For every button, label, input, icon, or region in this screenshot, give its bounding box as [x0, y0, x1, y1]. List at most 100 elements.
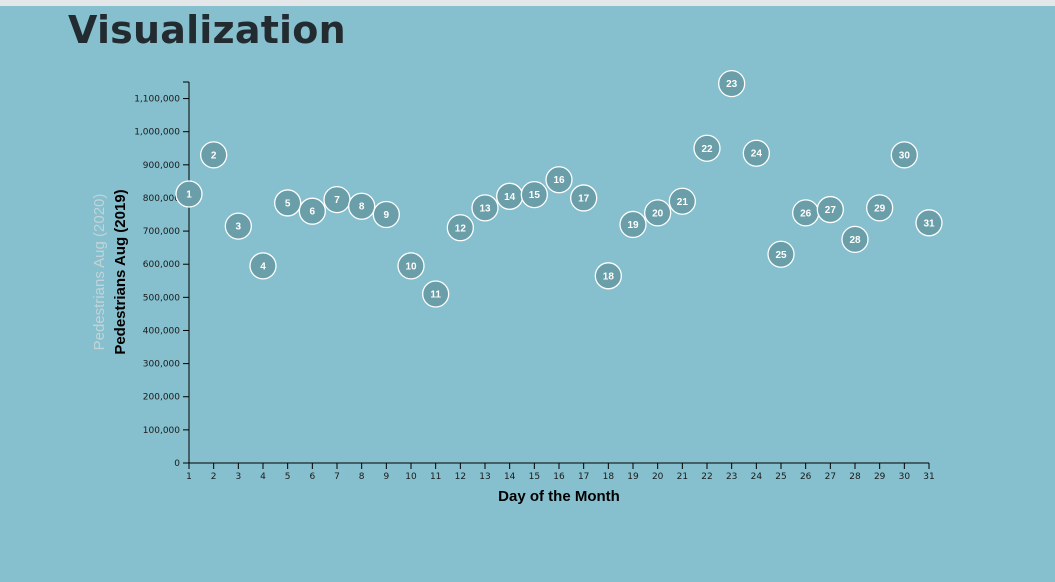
data-point[interactable]: [668, 187, 696, 215]
data-point-label: 7: [334, 195, 340, 206]
x-tick-label: 26: [800, 472, 812, 482]
data-point-label: 15: [529, 190, 541, 201]
y-axis-title-2020: Pedestrians Aug (2020): [91, 194, 108, 351]
data-point[interactable]: [348, 192, 376, 220]
y-tick-label: 1,000,000: [134, 128, 180, 138]
data-point[interactable]: [915, 209, 943, 237]
data-point[interactable]: [594, 262, 622, 290]
y-tick-label: 900,000: [143, 161, 180, 171]
x-tick-label: 7: [334, 472, 340, 482]
x-tick-label: 5: [285, 472, 291, 482]
data-point-label: 11: [430, 290, 441, 301]
x-tick-label: 16: [553, 472, 565, 482]
data-point-label: 19: [627, 220, 639, 231]
data-point-label: 13: [479, 203, 491, 214]
y-tick-label: 100,000: [143, 426, 180, 436]
data-point-label: 25: [775, 250, 787, 261]
y-tick-label: 200,000: [143, 393, 180, 403]
y-tick-label: 500,000: [143, 293, 180, 303]
y-tick-label: 800,000: [143, 194, 180, 204]
data-point-label: 18: [603, 271, 615, 282]
data-point[interactable]: [619, 210, 647, 239]
x-tick-label: 17: [578, 472, 589, 482]
data-point-label: 3: [236, 222, 242, 233]
data-point-label: 20: [652, 208, 664, 219]
data-point[interactable]: [866, 194, 894, 222]
data-point[interactable]: [422, 280, 450, 308]
data-point[interactable]: [298, 197, 326, 225]
x-tick-label: 3: [235, 472, 241, 482]
y-axis-title-2019: Pedestrians Aug (2019): [112, 189, 129, 354]
x-tick-label: 1: [186, 472, 192, 482]
data-point[interactable]: [767, 240, 795, 268]
data-point[interactable]: [471, 194, 499, 222]
page-title: Visualization: [68, 8, 346, 52]
data-point-label: 8: [359, 202, 365, 213]
x-tick-label: 21: [677, 472, 688, 482]
data-point[interactable]: [693, 134, 721, 162]
data-point[interactable]: [249, 252, 277, 280]
data-point-label: 26: [800, 208, 812, 219]
data-point-label: 28: [849, 235, 861, 246]
data-point[interactable]: [224, 212, 252, 240]
data-point-label: 24: [751, 149, 763, 160]
y-axis: 0 100,000 200,000 300,000 400,000 500,000 600,…: [134, 81, 190, 469]
data-point-label: 31: [923, 218, 935, 229]
x-tick-label: 4: [260, 472, 266, 482]
data-point-label: 1: [186, 189, 192, 200]
x-tick-label: 13: [479, 472, 490, 482]
data-point[interactable]: [890, 141, 918, 169]
y-tick-label: 300,000: [143, 360, 180, 370]
data-point-label: 10: [405, 261, 417, 272]
data-point-label: 14: [504, 192, 516, 203]
data-point[interactable]: [841, 225, 869, 254]
data-point[interactable]: [570, 184, 598, 212]
data-point[interactable]: [520, 180, 548, 209]
data-point[interactable]: [446, 214, 474, 242]
x-tick-label: 11: [430, 472, 441, 482]
x-tick-label: 24: [751, 472, 763, 482]
x-tick-label: 8: [359, 472, 365, 482]
x-tick-label: 15: [529, 472, 540, 482]
data-point-label: 16: [553, 175, 565, 186]
data-point-label: 30: [899, 150, 911, 161]
data-point[interactable]: [397, 252, 425, 280]
x-tick-label: 28: [849, 472, 861, 482]
data-point[interactable]: [644, 199, 672, 227]
data-point-label: 27: [825, 205, 837, 216]
x-tick-label: 27: [825, 472, 836, 482]
data-point-label: 23: [726, 79, 738, 90]
data-point[interactable]: [175, 180, 203, 208]
data-point[interactable]: [718, 70, 746, 98]
data-point[interactable]: [372, 200, 400, 229]
data-point-label: 4: [260, 261, 266, 272]
x-tick-label: 18: [603, 472, 615, 482]
x-tick-label: 9: [383, 472, 389, 482]
y-tick-label: 700,000: [143, 227, 180, 237]
data-point[interactable]: [545, 166, 573, 194]
y-tick-label: 600,000: [143, 260, 180, 270]
data-point-label: 9: [384, 210, 390, 221]
x-tick-label: 10: [405, 472, 417, 482]
data-point-label: 21: [677, 197, 689, 208]
x-axis-title: Day of the Month: [498, 488, 620, 505]
x-tick-label: 25: [775, 472, 786, 482]
y-tick-label: 0: [174, 459, 180, 469]
x-tick-label: 29: [874, 472, 886, 482]
data-point-label: 12: [455, 223, 467, 234]
data-point[interactable]: [274, 189, 302, 217]
x-tick-label: 31: [923, 472, 934, 482]
x-tick-label: 23: [726, 472, 737, 482]
x-tick-label: 14: [504, 472, 516, 482]
x-tick-label: 12: [455, 472, 466, 482]
data-point[interactable]: [742, 139, 770, 167]
data-point-label: 6: [310, 207, 316, 218]
x-tick-label: 20: [652, 472, 664, 482]
data-point[interactable]: [200, 141, 228, 169]
x-tick-label: 30: [899, 472, 911, 482]
data-point-label: 22: [701, 144, 713, 155]
x-tick-label: 22: [701, 472, 712, 482]
data-point[interactable]: [816, 195, 844, 224]
